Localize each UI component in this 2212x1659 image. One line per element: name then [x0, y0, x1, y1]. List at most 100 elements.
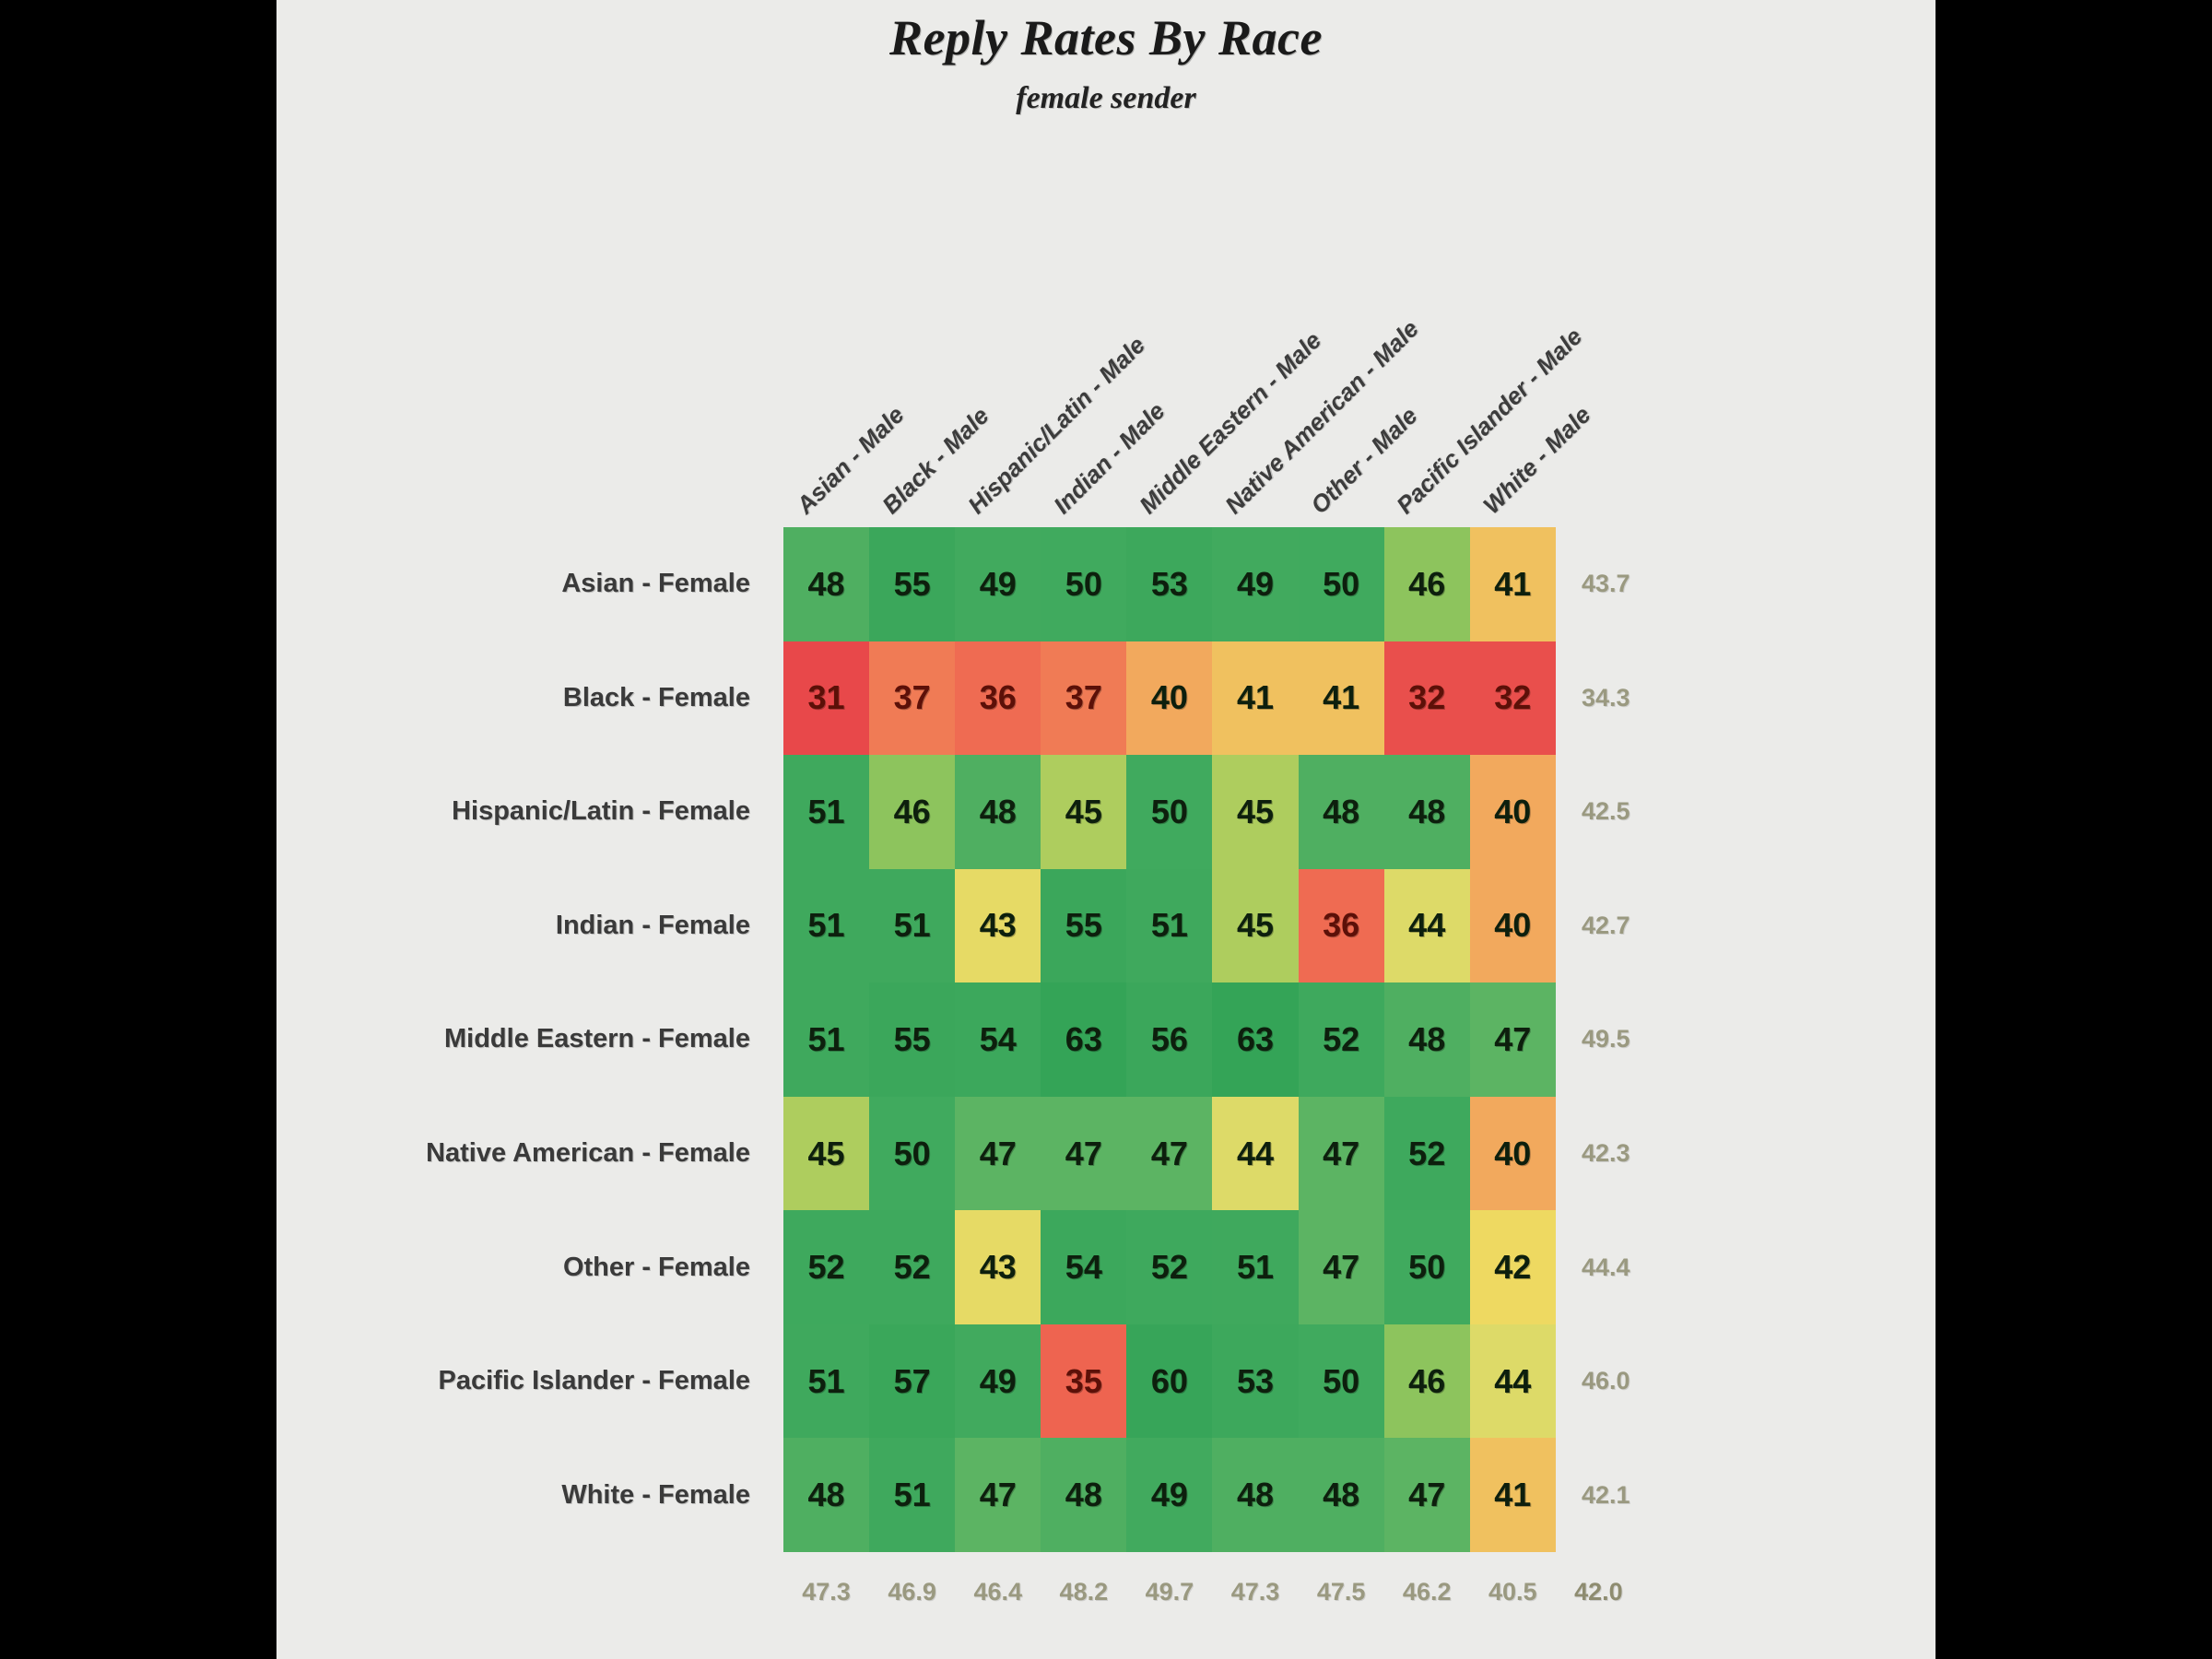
heatmap-cell: 31	[783, 641, 870, 756]
heatmap-cell: 37	[1041, 641, 1127, 756]
heatmap-cell: 46	[1383, 527, 1470, 641]
heatmap-cell: 51	[1212, 1210, 1299, 1324]
heatmap-cell: 44	[1212, 1096, 1299, 1211]
heatmap-cell: 36	[1298, 868, 1384, 983]
heatmap-cell: 47	[955, 1096, 1041, 1211]
heatmap-cell: 50	[1298, 1324, 1384, 1439]
heatmap-cell: 46	[1383, 1324, 1470, 1439]
letterbox-right	[1936, 0, 2212, 1659]
heatmap-cell: 48	[1212, 1438, 1299, 1552]
row-average-value: 42.7	[1582, 911, 1630, 939]
heatmap-cell: 32	[1383, 641, 1470, 756]
column-average-value: 47.3	[1230, 1578, 1280, 1606]
heatmap-cell: 32	[1469, 641, 1556, 756]
heatmap-cell: 54	[1041, 1210, 1127, 1324]
row-average-value: 42.1	[1582, 1480, 1630, 1509]
row-axis-labels: Asian - Female Black - Female Hispanic/Lat…	[276, 527, 765, 1552]
heatmap-cell: 41	[1298, 641, 1384, 756]
chart-subtitle: female sender	[1016, 81, 1196, 115]
grand-average-value: 42.0	[1574, 1578, 1623, 1606]
heatmap-cell: 48	[1298, 755, 1384, 869]
heatmap-cell: 52	[1298, 982, 1384, 1097]
heatmap-cell: 50	[1041, 527, 1127, 641]
row-label: Black - Female	[562, 682, 750, 712]
heatmap-row: 51 51 43 55 51 45 36 44 40	[783, 868, 1556, 983]
heatmap-cell: 51	[783, 1324, 870, 1439]
row-label: Indian - Female	[555, 910, 750, 940]
column-average-value: 48.2	[1059, 1578, 1109, 1606]
row-average-column: 43.7 34.3 42.5 42.7 49.5 42.3 44.4 46.0 42.1	[1567, 527, 1733, 1552]
heatmap-cell: 45	[783, 1096, 870, 1211]
column-average-value: 46.4	[973, 1578, 1023, 1606]
heatmap-cell: 41	[1212, 641, 1299, 756]
heatmap-cell: 41	[1469, 1438, 1556, 1552]
heatmap-cell: 49	[1126, 1438, 1213, 1552]
heatmap-cell: 45	[1041, 755, 1127, 869]
heatmap-cell: 52	[869, 1210, 956, 1324]
row-label: Asian - Female	[561, 569, 750, 599]
heatmap-cell: 48	[1298, 1438, 1384, 1552]
heatmap-cell: 48	[783, 527, 870, 641]
heatmap-cell: 49	[955, 1324, 1041, 1439]
heatmap-cell: 52	[783, 1210, 870, 1324]
heatmap-row: 51 57 49 35 60 53 50 46 44	[783, 1324, 1556, 1439]
heatmap-row: 48 51 47 48 49 48 48 47 41	[783, 1438, 1556, 1552]
heatmap-row: 51 46 48 45 50 45 48 48 40	[783, 755, 1556, 869]
heatmap-cell: 50	[1383, 1210, 1470, 1324]
heatmap-cell: 50	[869, 1096, 956, 1211]
heatmap-cell: 52	[1126, 1210, 1213, 1324]
row-average-value: 49.5	[1582, 1025, 1630, 1053]
heatmap-cell: 40	[1469, 868, 1556, 983]
heatmap-cell: 42	[1469, 1210, 1556, 1324]
heatmap-grid: 48 55 49 50 53 49 50 46 41 31 37 36 37 40 41 41 32 32 51 46…	[783, 527, 1556, 1552]
heatmap-cell: 55	[1041, 868, 1127, 983]
row-label: Middle Eastern - Female	[444, 1024, 750, 1054]
heatmap-cell: 48	[955, 755, 1041, 869]
heatmap-cell: 47	[955, 1438, 1041, 1552]
heatmap-cell: 44	[1469, 1324, 1556, 1439]
column-average-value: 47.3	[802, 1578, 851, 1606]
chart-title: Reply Rates By Race	[889, 10, 1323, 65]
heatmap-cell: 52	[1383, 1096, 1470, 1211]
heatmap-cell: 53	[1126, 527, 1213, 641]
heatmap-cell: 57	[869, 1324, 956, 1439]
heatmap-cell: 44	[1383, 868, 1470, 983]
heatmap-cell: 37	[869, 641, 956, 756]
column-average-value: 49.7	[1145, 1578, 1194, 1606]
heatmap-cell: 40	[1126, 641, 1213, 756]
heatmap-row: 31 37 36 37 40 41 41 32 32	[783, 641, 1556, 756]
heatmap-cell: 48	[1383, 755, 1470, 869]
heatmap-cell: 45	[1212, 755, 1299, 869]
row-label: Other - Female	[562, 1252, 750, 1282]
heatmap-cell: 47	[1383, 1438, 1470, 1552]
chart-panel: Reply Rates By Race female sender Asian …	[276, 0, 1936, 1659]
heatmap-cell: 43	[955, 868, 1041, 983]
column-average-value: 46.9	[888, 1578, 936, 1606]
row-average-value: 42.3	[1582, 1139, 1630, 1167]
heatmap-cell: 51	[783, 868, 870, 983]
heatmap-cell: 47	[1041, 1096, 1127, 1211]
row-label: Native American - Female	[426, 1138, 750, 1168]
heatmap-cell: 55	[869, 527, 956, 641]
heatmap-cell: 53	[1212, 1324, 1299, 1439]
column-average-value: 47.5	[1316, 1578, 1366, 1606]
heatmap-cell: 40	[1469, 1096, 1556, 1211]
letterbox-left	[0, 0, 276, 1659]
heatmap-cell: 41	[1469, 527, 1556, 641]
row-average-value: 34.3	[1582, 683, 1630, 712]
heatmap-cell: 51	[783, 982, 870, 1097]
heatmap-cell: 51	[1126, 868, 1213, 983]
heatmap-cell: 55	[869, 982, 956, 1097]
heatmap-cell: 48	[1383, 982, 1470, 1097]
heatmap-cell: 35	[1041, 1324, 1127, 1439]
column-average-row: 47.3 46.9 46.4 48.2 49.7 47.3 47.5 46.2 40.5 42.0	[783, 1578, 1705, 1633]
heatmap-row: 52 52 43 54 52 51 47 50 42	[783, 1210, 1556, 1324]
column-axis-labels: Asian - Male Black - Male Hispanic/Latin -…	[783, 0, 1705, 527]
heatmap-cell: 47	[1298, 1096, 1384, 1211]
heatmap-cell: 63	[1212, 982, 1299, 1097]
heatmap-cell: 51	[869, 1438, 956, 1552]
heatmap-cell: 51	[783, 755, 870, 869]
heatmap-cell: 46	[869, 755, 956, 869]
heatmap-cell: 48	[783, 1438, 870, 1552]
